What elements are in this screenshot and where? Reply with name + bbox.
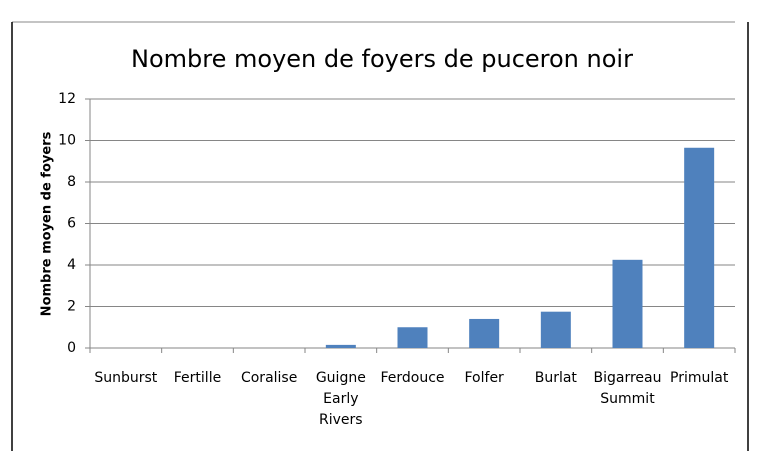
x-tick-label: Guigne Early Rivers <box>315 370 366 428</box>
bar <box>684 147 715 348</box>
x-tick-label: Burlat <box>534 370 577 386</box>
bar <box>612 259 643 348</box>
y-tick-label: 12 <box>58 91 76 107</box>
y-tick-label: 10 <box>58 133 76 149</box>
bar <box>469 318 500 348</box>
y-tick-label: 4 <box>67 257 76 273</box>
chart-title: Nombre moyen de foyers de puceron noir <box>131 45 633 73</box>
y-tick-label: 0 <box>67 340 76 356</box>
y-tick-label: 2 <box>67 299 76 315</box>
x-tick-label: Folfer <box>464 370 504 386</box>
x-tick-label: Bigarreau Summit <box>593 370 662 407</box>
y-axis-label: Nombre moyen de foyers <box>40 131 55 316</box>
x-tick-label: Fertille <box>173 370 222 386</box>
bar <box>540 311 571 348</box>
x-tick-label: Coralise <box>240 370 298 386</box>
x-tick-label: Ferdouce <box>380 370 445 386</box>
x-tick-label: Primulat <box>670 370 729 386</box>
bar <box>325 344 356 348</box>
bar <box>397 327 428 348</box>
y-tick-label: 8 <box>67 174 76 190</box>
y-tick-label: 6 <box>67 216 76 232</box>
x-tick-label: Sunburst <box>94 370 158 386</box>
